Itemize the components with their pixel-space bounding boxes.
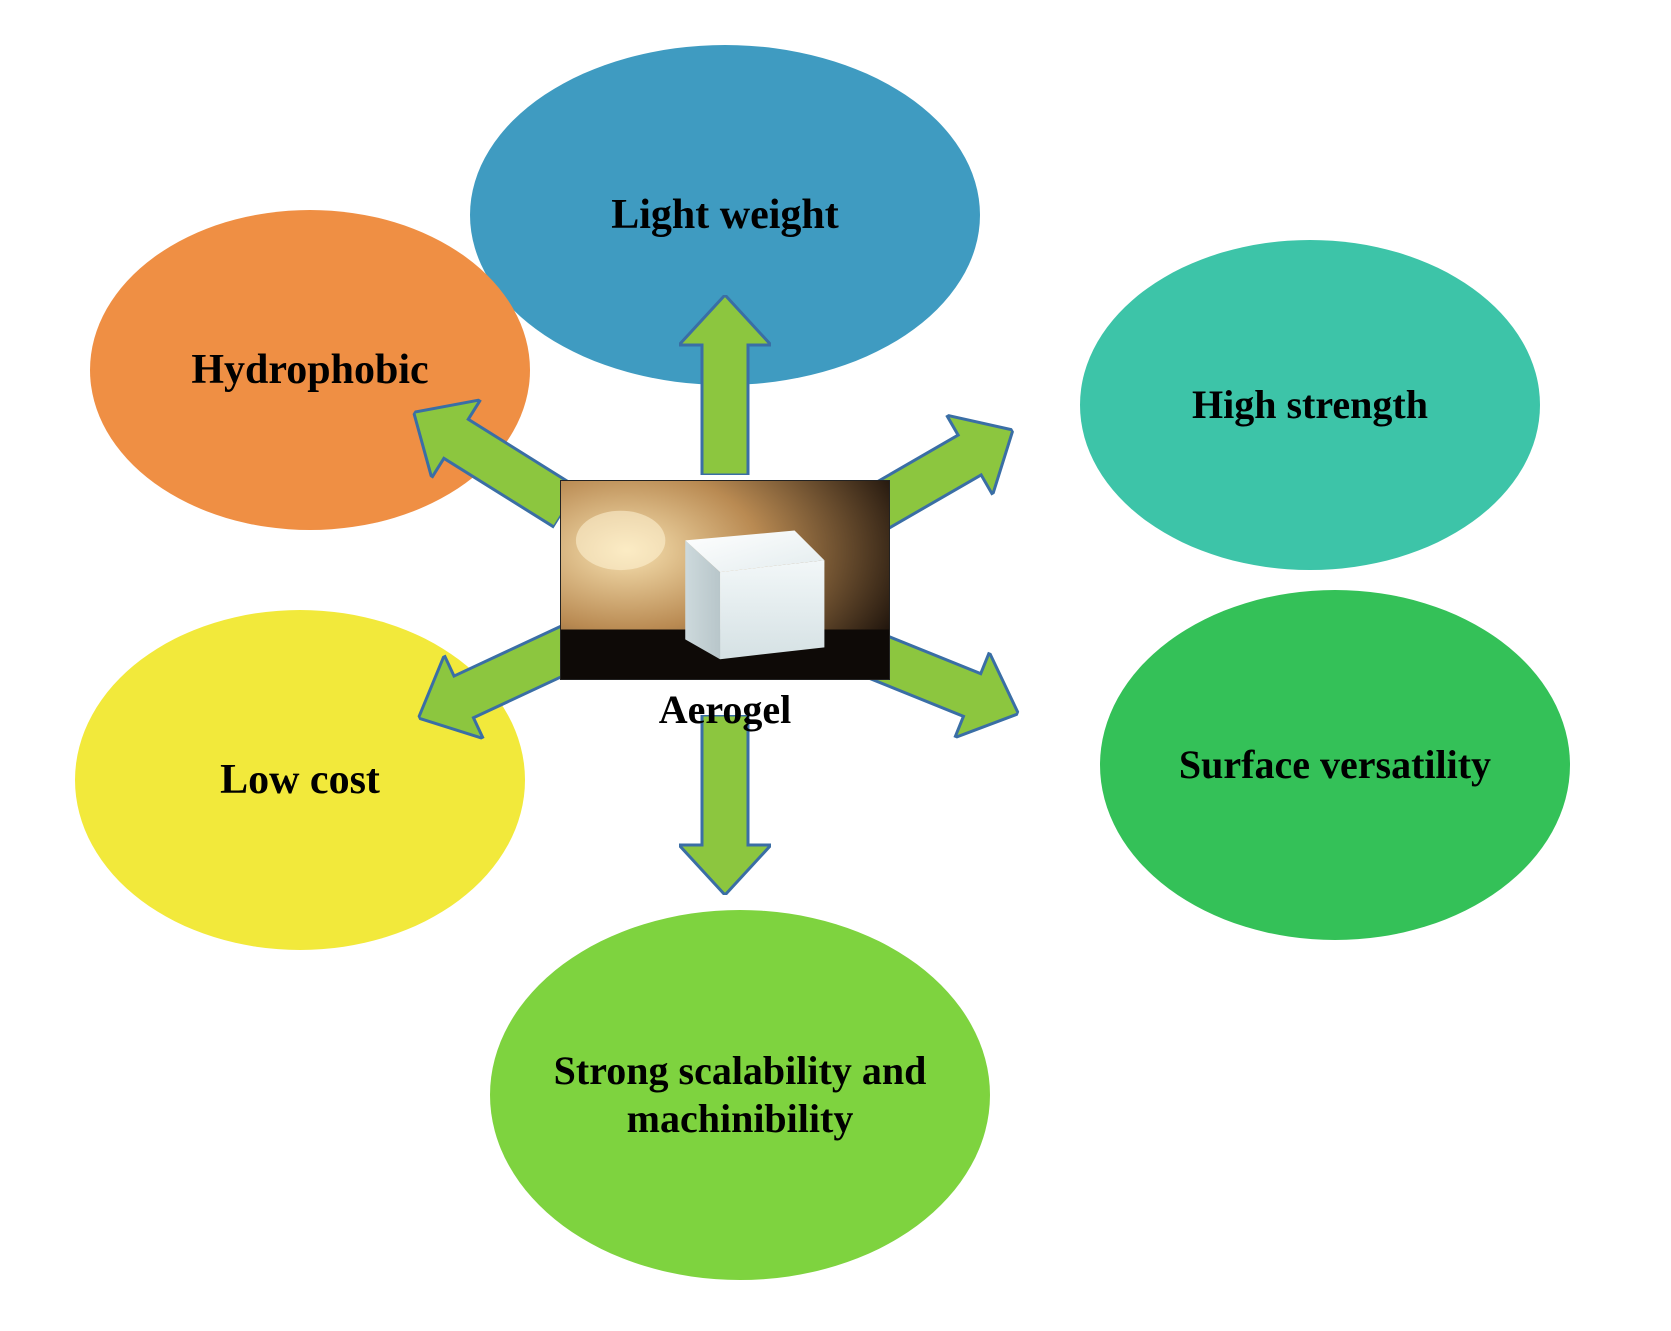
bubble-scalability: Strong scalability and machinibility	[490, 910, 990, 1280]
bubble-surface-versatility: Surface versatility	[1100, 590, 1570, 940]
bubble-label: Surface versatility	[1179, 741, 1491, 789]
aerogel-illustration	[561, 481, 889, 679]
aerogel-image	[560, 480, 890, 680]
arrow-down	[679, 715, 771, 895]
bubble-label: Hydrophobic	[191, 345, 428, 395]
bubble-label: High strength	[1192, 381, 1428, 429]
center-block: Aerogel	[560, 480, 890, 733]
bubble-label: Low cost	[220, 755, 380, 805]
arrow-up	[679, 295, 771, 475]
diagram-canvas: Light weight High strength Surface versa…	[0, 0, 1671, 1331]
bubble-label: Light weight	[611, 190, 839, 240]
center-label: Aerogel	[659, 686, 792, 733]
bubble-high-strength: High strength	[1080, 240, 1540, 570]
bubble-label: Strong scalability and machinibility	[510, 1047, 970, 1143]
